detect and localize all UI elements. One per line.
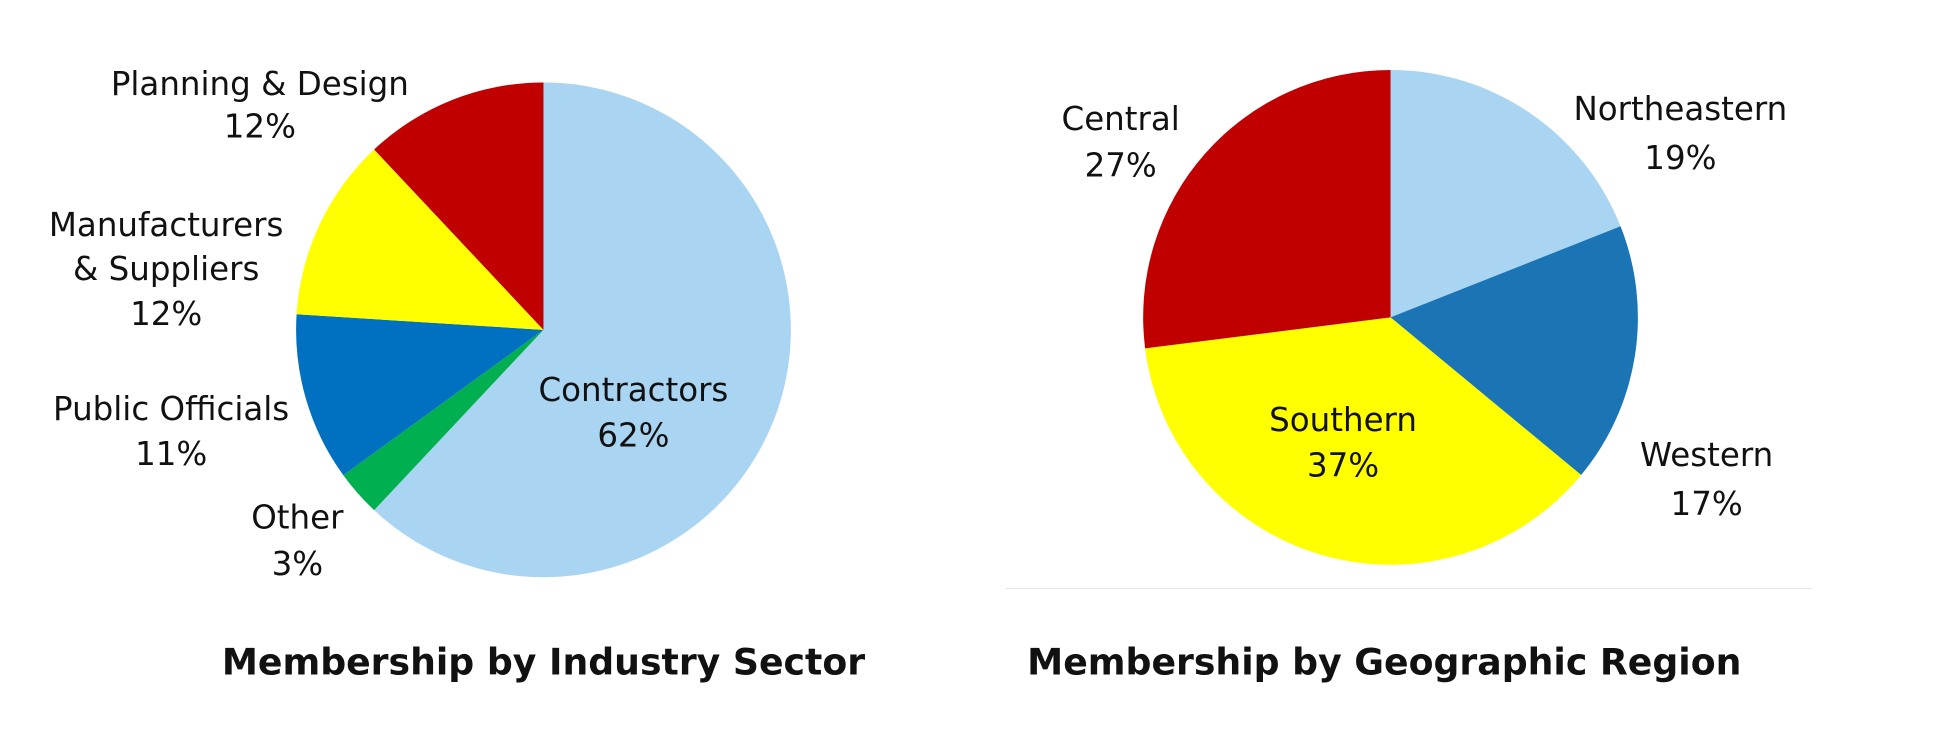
pie-slice xyxy=(1390,69,1621,318)
slice-label: Planning & Design xyxy=(110,66,409,104)
chart-title: Membership by Industry Sector xyxy=(222,641,865,684)
slice-name: Southern xyxy=(1269,402,1417,440)
pie-slice xyxy=(343,329,544,511)
slice-value-label: 12% xyxy=(130,295,202,333)
slice-value-label: 17% xyxy=(1671,485,1743,523)
pie-slice xyxy=(374,82,791,578)
pie-slice xyxy=(1390,226,1638,476)
slice-label: Northeastern xyxy=(1573,91,1788,129)
slice-name: Contractors xyxy=(538,372,729,410)
slice-value-label: 27% xyxy=(1085,146,1157,184)
slice-value-label: 12% xyxy=(224,108,296,146)
slice-label: Western xyxy=(1639,437,1774,475)
slice-name: Planning & Design xyxy=(110,66,409,104)
pie-slice xyxy=(374,82,544,330)
slice-name: Northeastern xyxy=(1573,91,1788,129)
slice-value-label: 11% xyxy=(135,435,207,473)
slice-label: Public Officials xyxy=(53,391,290,429)
slice-value-label: 3% xyxy=(272,545,324,583)
pie-slice xyxy=(296,149,544,330)
slice-name: Other xyxy=(251,499,344,538)
slice-label: Other xyxy=(251,499,344,538)
slice-name: Western xyxy=(1639,437,1774,475)
slice-name: Manufacturers & Suppliers xyxy=(48,207,284,289)
slice-label: Manufacturers & Suppliers xyxy=(48,207,284,289)
slice-label: Contractors xyxy=(538,372,729,410)
slice-name: Public Officials xyxy=(53,391,290,429)
slice-value-label: 19% xyxy=(1644,139,1716,177)
slice-label: Central xyxy=(1061,101,1180,139)
pie-slice xyxy=(1143,69,1391,349)
slice-label: Southern xyxy=(1269,402,1417,440)
pie-slice xyxy=(296,314,544,476)
pie-slice xyxy=(1145,317,1582,565)
slice-name: Central xyxy=(1061,101,1180,139)
slice-value-label: 37% xyxy=(1307,446,1379,484)
chart-title: Membership by Geographic Region xyxy=(1027,641,1741,684)
slice-value-label: 62% xyxy=(597,416,669,454)
